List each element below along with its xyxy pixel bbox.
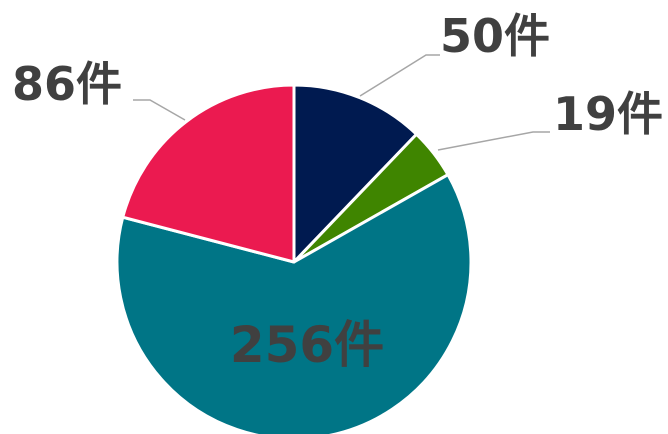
data-label: 50件 bbox=[440, 9, 550, 63]
leader-lines bbox=[133, 54, 550, 151]
pie-slices bbox=[115, 83, 473, 434]
data-label: 86件 bbox=[12, 57, 122, 111]
leader-line bbox=[437, 131, 550, 151]
data-label: 256件 bbox=[230, 316, 384, 374]
leader-line bbox=[133, 99, 186, 121]
pie-slice bbox=[292, 83, 418, 264]
leader-line bbox=[359, 54, 440, 97]
data-label: 19件 bbox=[553, 87, 663, 141]
pie-slice bbox=[121, 83, 296, 264]
